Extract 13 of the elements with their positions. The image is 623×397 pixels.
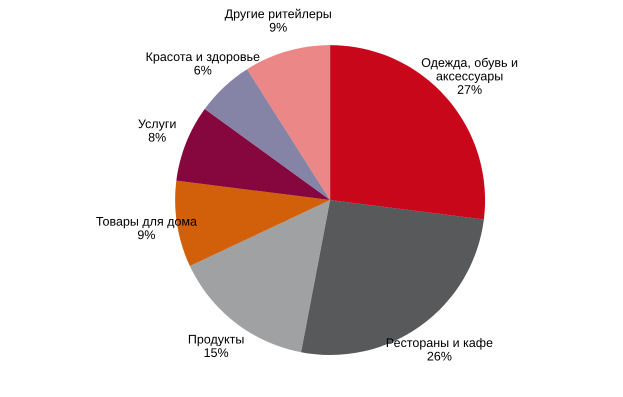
data-label: 6%	[194, 66, 212, 75]
data-label: 27%	[458, 85, 482, 94]
slice-label: Услуги	[138, 119, 176, 131]
slice-label: Продукты	[188, 334, 244, 346]
slice-label: Рестораны и кафе	[386, 338, 492, 350]
slice-label: Красота и здоровье	[146, 52, 260, 64]
data-label: 9%	[138, 230, 156, 240]
data-label: 15%	[204, 348, 228, 358]
slice-label: Другие ритейлеры	[224, 8, 331, 21]
slice-label: Одежда, обувь и аксессуары	[422, 58, 518, 83]
data-label: 26%	[428, 352, 452, 361]
data-label: 8%	[148, 132, 166, 142]
data-label: 9%	[270, 22, 287, 32]
